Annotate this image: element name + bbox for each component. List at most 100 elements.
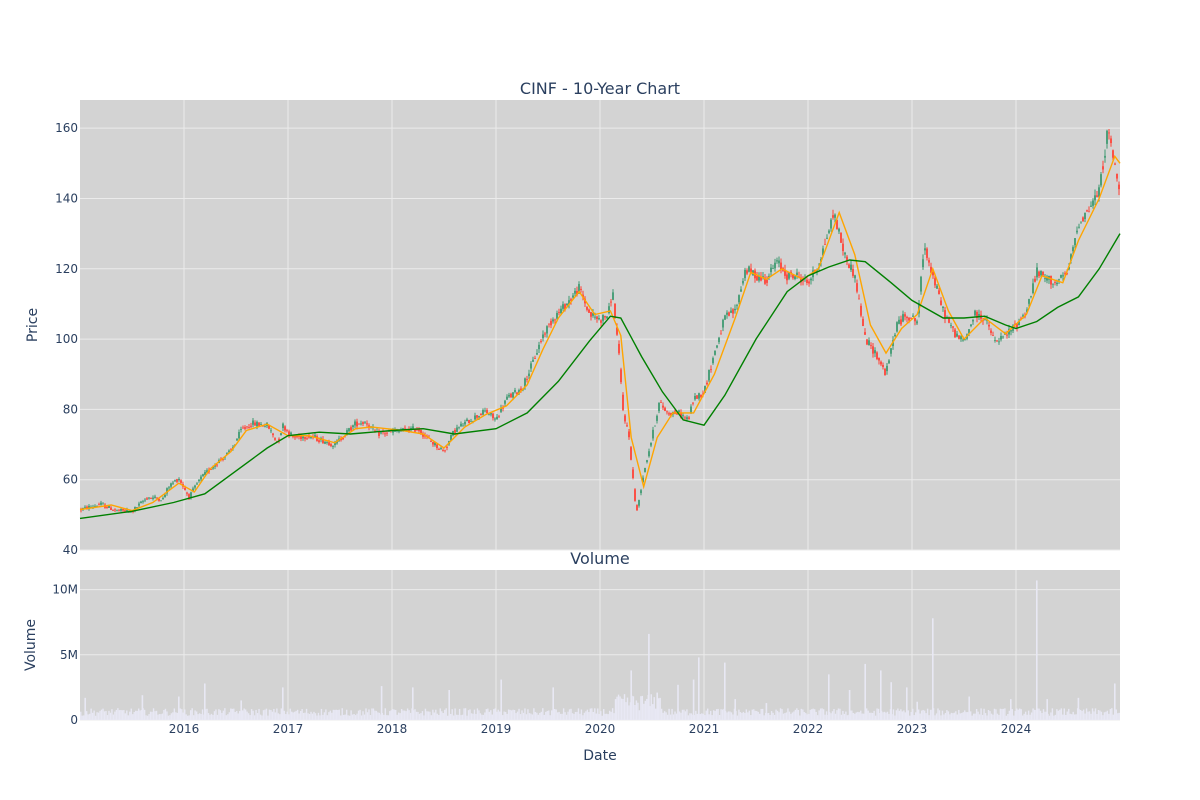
candle-body — [744, 269, 746, 279]
volume-bar — [830, 713, 832, 720]
candle-body — [764, 277, 766, 284]
candle-body — [506, 396, 508, 400]
candle-body — [122, 509, 124, 511]
volume-bar — [475, 713, 477, 720]
volume-bar — [356, 713, 358, 720]
volume-bar — [598, 713, 600, 720]
volume-bar — [295, 710, 297, 720]
volume-bar — [695, 710, 697, 720]
candle-body — [1054, 282, 1056, 283]
volume-bar — [499, 711, 501, 720]
volume-spike-bar — [880, 670, 882, 720]
candle-body — [726, 312, 728, 315]
volume-bar — [377, 712, 379, 720]
volume-bar — [503, 711, 505, 720]
volume-bar — [276, 708, 278, 720]
volume-y-tick-label: 0 — [70, 713, 78, 727]
volume-bar — [513, 710, 516, 720]
volume-bar — [433, 712, 436, 720]
volume-bar — [224, 708, 226, 720]
candle-body — [1040, 270, 1042, 276]
volume-bar — [600, 711, 602, 720]
candle-body — [862, 318, 864, 327]
volume-bar — [1017, 709, 1019, 720]
volume-bar — [868, 712, 871, 720]
candle-body — [144, 499, 146, 501]
volume-bar — [601, 715, 603, 720]
volume-bar — [815, 711, 817, 720]
volume-bar — [545, 711, 547, 720]
volume-bar — [121, 710, 124, 720]
volume-bar — [522, 712, 525, 720]
volume-bar — [1062, 714, 1064, 720]
volume-y-ticks: 0 5M 10M — [52, 583, 78, 727]
candle-body — [588, 309, 590, 313]
volume-bar — [763, 715, 765, 720]
volume-bar — [299, 711, 302, 720]
candle-body — [332, 446, 334, 447]
candle-body — [364, 422, 366, 424]
volume-bar — [659, 697, 661, 720]
volume-bar — [1097, 710, 1100, 720]
volume-bar — [540, 711, 543, 720]
volume-bar — [542, 708, 544, 720]
candle-body — [956, 333, 958, 337]
candle-body — [734, 308, 736, 311]
volume-bar — [200, 713, 202, 720]
candle-body — [876, 352, 878, 359]
candle-body — [204, 472, 206, 475]
volume-bar — [331, 712, 333, 720]
candle-body — [408, 429, 410, 433]
volume-bar — [432, 709, 434, 720]
volume-bar — [608, 710, 611, 720]
volume-bar — [1039, 710, 1042, 720]
volume-bar — [1117, 713, 1119, 720]
volume-grid — [80, 570, 1120, 721]
candle-body — [88, 506, 90, 509]
volume-bar — [852, 712, 855, 720]
volume-bar — [741, 712, 743, 720]
volume-bar — [950, 712, 953, 720]
volume-bar — [408, 710, 410, 720]
volume-bar — [787, 708, 789, 720]
candle-body — [1062, 275, 1064, 277]
volume-bar — [962, 712, 964, 720]
volume-spike-bar — [864, 663, 866, 720]
candle-body — [550, 320, 552, 326]
candle-body — [466, 419, 468, 422]
volume-bar — [418, 713, 421, 720]
volume-bar — [989, 711, 991, 720]
candle-body — [342, 438, 344, 440]
candle-body — [598, 318, 600, 320]
candle-body — [280, 433, 282, 435]
candle-body — [420, 430, 422, 434]
volume-bar — [555, 709, 557, 720]
candle-body — [740, 289, 742, 292]
volume-bar — [510, 710, 513, 720]
volume-bar — [1054, 714, 1057, 720]
volume-bar — [756, 711, 758, 720]
candle-body — [642, 477, 644, 483]
candle-body — [228, 450, 230, 453]
volume-bar — [371, 708, 373, 720]
volume-bar — [570, 708, 572, 720]
candle-body — [530, 363, 532, 369]
volume-bar — [1048, 715, 1051, 720]
volume-bar — [556, 712, 559, 720]
candle-body — [200, 476, 202, 480]
candle-body — [366, 423, 368, 425]
volume-bar — [837, 708, 840, 720]
candle-body — [442, 450, 444, 451]
volume-bar — [421, 711, 424, 720]
volume-bar — [274, 712, 277, 720]
candle-body — [548, 323, 550, 325]
volume-bar — [708, 714, 710, 720]
volume-bar — [736, 715, 739, 720]
x-tick-label: 2020 — [585, 722, 616, 736]
volume-bar — [854, 713, 856, 720]
volume-bar — [1011, 709, 1013, 720]
volume-bar — [308, 713, 311, 720]
candle-body — [1074, 238, 1076, 246]
candle-body — [600, 320, 602, 323]
volume-bar — [227, 714, 229, 720]
